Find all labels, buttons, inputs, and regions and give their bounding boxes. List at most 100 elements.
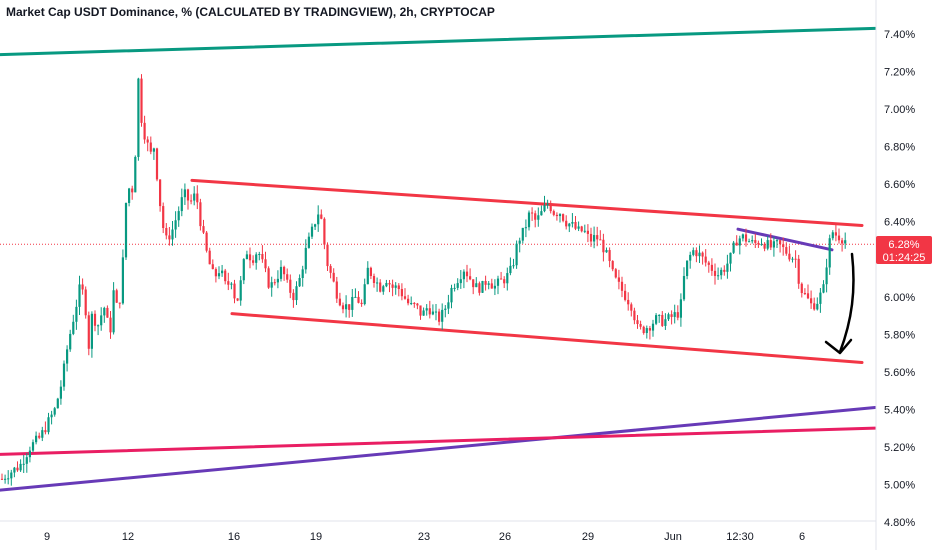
candle [481, 280, 484, 294]
candle [434, 304, 438, 321]
candle [75, 299, 78, 330]
trendline-magenta-support[interactable] [0, 426, 877, 456]
x-tick-label: 6 [799, 531, 805, 543]
x-tick-label: 12 [122, 531, 134, 543]
candle [221, 264, 224, 277]
candle [810, 290, 813, 309]
candle [462, 269, 465, 289]
candle [174, 211, 177, 238]
candle [534, 210, 537, 228]
candle [422, 307, 425, 316]
candle [698, 245, 701, 264]
trendline-teal-resistance[interactable] [0, 26, 877, 57]
candle [527, 210, 531, 231]
candle [298, 274, 301, 288]
candle [689, 251, 692, 269]
candle [695, 247, 698, 263]
candle [382, 284, 385, 295]
candle [766, 235, 769, 251]
candle [617, 269, 620, 290]
candle [450, 284, 453, 309]
candle [317, 205, 320, 232]
candle [633, 307, 636, 325]
candle [190, 194, 193, 205]
trendline-channel-lower[interactable] [230, 312, 864, 364]
plot-area[interactable] [0, 0, 876, 550]
y-tick-label: 5.40% [884, 404, 915, 416]
candle [69, 329, 72, 352]
candle [159, 179, 162, 212]
candle [345, 295, 348, 318]
candle [196, 185, 199, 210]
candle [723, 265, 726, 276]
candle [59, 380, 62, 405]
candle [822, 280, 825, 294]
candle [760, 238, 763, 246]
candle [103, 306, 106, 323]
down-arrow-shaft [838, 252, 855, 354]
candle [744, 228, 748, 247]
candle [155, 147, 159, 182]
candle [772, 236, 775, 257]
candle [599, 230, 602, 241]
candle [453, 283, 456, 292]
trendline-purple-short[interactable] [736, 227, 834, 252]
candle [366, 261, 369, 285]
candle [252, 255, 255, 266]
candle [261, 245, 264, 263]
candle [763, 242, 766, 252]
candle [56, 397, 59, 409]
candle [354, 288, 357, 298]
candle [713, 263, 717, 285]
candle [655, 313, 658, 326]
candle [614, 267, 617, 279]
candle [667, 312, 670, 321]
candle [90, 311, 93, 358]
candle [518, 237, 521, 253]
candle [782, 237, 785, 256]
y-tick-label: 6.60% [884, 179, 915, 191]
candle [10, 469, 13, 486]
candle [369, 266, 372, 280]
candle [264, 251, 267, 273]
candle [255, 252, 258, 270]
candle [546, 199, 549, 209]
candle [301, 265, 304, 287]
candle [524, 219, 527, 238]
candle [283, 265, 286, 281]
candle [335, 276, 338, 303]
candle [351, 289, 354, 317]
candle [183, 183, 186, 205]
candle [149, 136, 152, 155]
candle [692, 247, 695, 257]
candle [397, 283, 400, 297]
candle [81, 278, 84, 295]
x-tick-label: 19 [310, 531, 322, 543]
candle [602, 233, 605, 262]
x-tick-label: 9 [44, 531, 50, 543]
candle [465, 264, 469, 283]
candle [651, 319, 655, 337]
candle [620, 276, 624, 298]
candle [227, 272, 230, 291]
candle [211, 259, 214, 270]
last-price-badge-bg [876, 236, 932, 264]
trendline-channel-upper[interactable] [190, 178, 864, 227]
candle [332, 268, 335, 283]
candle [419, 305, 422, 320]
candle [217, 266, 221, 280]
trendline-purple-support[interactable] [0, 406, 877, 492]
candle [413, 302, 416, 308]
candle [788, 245, 791, 262]
candle [162, 202, 165, 234]
candle [224, 268, 227, 285]
candle [416, 302, 419, 310]
candle [28, 446, 31, 463]
candle [568, 222, 571, 233]
candle [146, 136, 149, 152]
candle [791, 256, 794, 263]
candle [13, 466, 16, 478]
candle [704, 249, 707, 267]
